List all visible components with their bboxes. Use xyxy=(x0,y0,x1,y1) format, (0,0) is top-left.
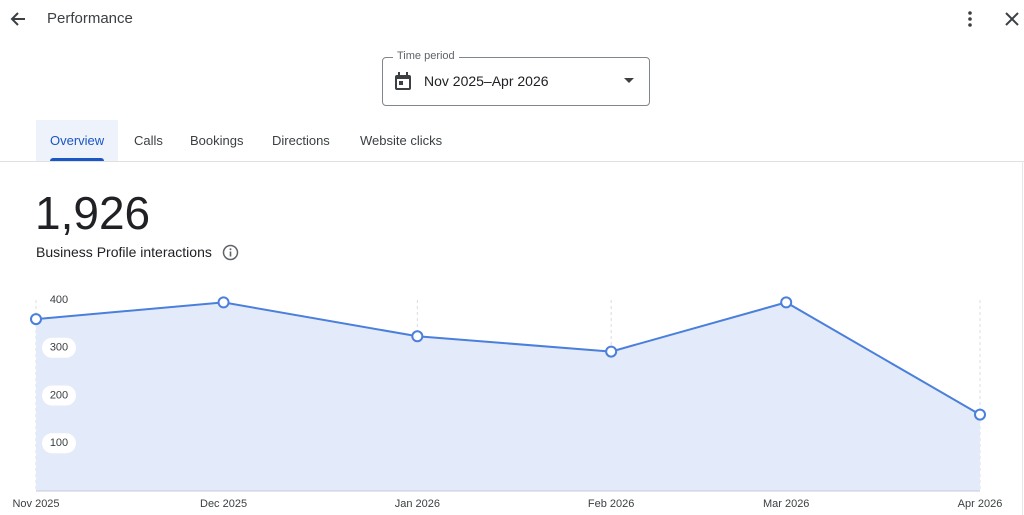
dropdown-arrow xyxy=(624,78,634,83)
calendar-icon xyxy=(395,72,411,90)
x-tick-label: Nov 2025 xyxy=(12,498,59,510)
area xyxy=(36,302,980,491)
tab[interactable]: Website clicks xyxy=(360,133,443,148)
tab[interactable]: Directions xyxy=(272,133,330,148)
point xyxy=(30,313,42,326)
back-button[interactable] xyxy=(8,9,28,29)
point xyxy=(974,408,986,421)
y-tick-pill xyxy=(42,337,76,358)
point xyxy=(411,330,424,343)
y-tick-pill xyxy=(42,433,76,454)
x-tick-label: Jan 2026 xyxy=(395,498,440,510)
more-button[interactable] xyxy=(960,9,980,29)
time-period-value: Nov 2025–Apr 2026 xyxy=(424,73,549,89)
point xyxy=(780,296,793,309)
tab[interactable]: Calls xyxy=(134,133,163,148)
x-tick-label: Apr 2026 xyxy=(958,498,1003,510)
x-tick-label: Mar 2026 xyxy=(763,498,809,510)
point xyxy=(217,296,230,309)
divider xyxy=(0,161,1024,162)
y-tick-pill xyxy=(42,290,76,310)
y-tick-pill xyxy=(42,385,76,406)
time-period-select[interactable]: Time period Nov 2025–Apr 2026 xyxy=(382,50,650,106)
y-tick-label: 400 xyxy=(50,294,68,306)
x-tick-label: Feb 2026 xyxy=(588,498,634,510)
time-period-label: Time period xyxy=(393,50,459,62)
tab[interactable]: Bookings xyxy=(190,133,244,148)
panel-border xyxy=(1022,161,1023,515)
chart: Nov 2025 Dec 2025 Jan 2026 Feb 2026 Mar 2026… xyxy=(12,290,1003,510)
line xyxy=(35,301,981,416)
info-icon[interactable] xyxy=(222,244,239,261)
total-value: 1,926 xyxy=(35,187,151,239)
tab[interactable]: Overview xyxy=(36,120,119,161)
tab-indicator xyxy=(50,158,105,161)
y-tick-label: 100 xyxy=(50,437,68,449)
page-title: Performance xyxy=(47,10,133,27)
close-button[interactable] xyxy=(1002,9,1022,29)
x-tick-label: Dec 2025 xyxy=(200,498,247,510)
total-label: Business Profile interactions xyxy=(36,244,212,260)
point xyxy=(605,345,618,358)
y-tick-label: 300 xyxy=(50,342,68,354)
y-tick-label: 200 xyxy=(50,389,68,401)
